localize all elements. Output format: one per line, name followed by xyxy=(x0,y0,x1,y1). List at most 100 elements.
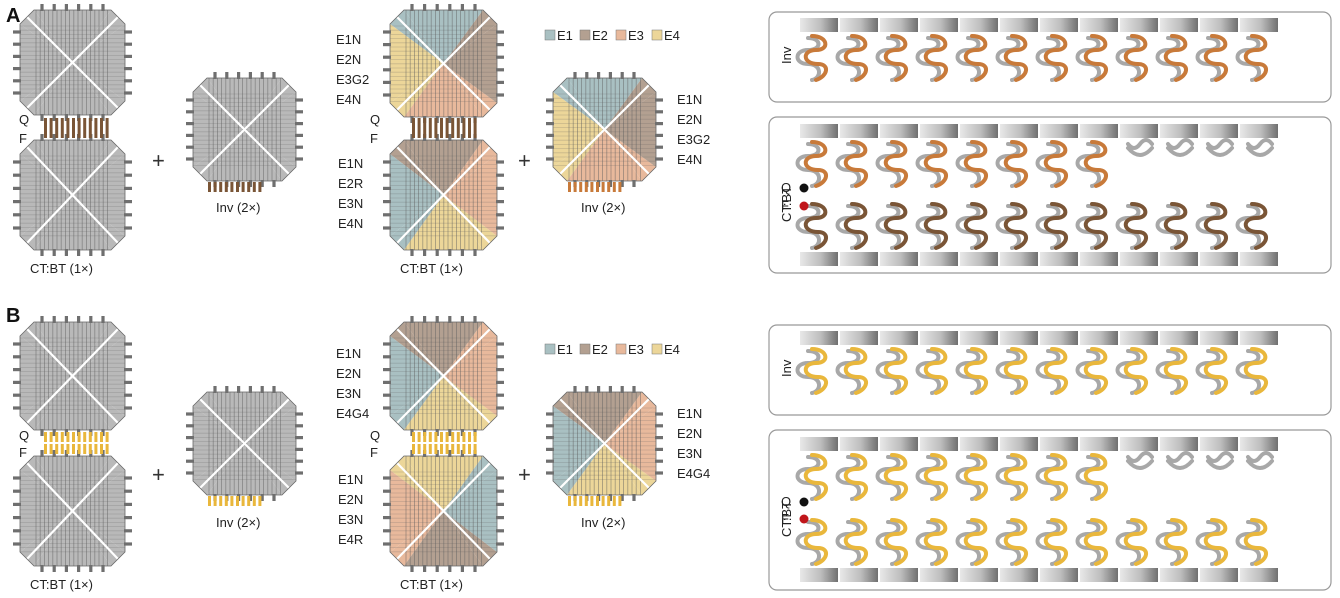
mid-top-names-a: E1N E2N E3G2 E4N xyxy=(336,32,369,107)
q-mid-label-b: Q xyxy=(370,428,380,443)
q-right-label-b: Q xyxy=(781,494,791,509)
quencher-dot-b xyxy=(800,498,809,507)
f-mid-label-a: F xyxy=(370,131,378,146)
name-label: E4G4 xyxy=(336,406,369,421)
inv-names-a: E1N E2N E3G2 E4N xyxy=(677,92,710,167)
tile-mid-bottom-a xyxy=(383,134,504,256)
legend-a: E1 E2 E3 E4 xyxy=(545,28,680,43)
name-label: E4N xyxy=(338,216,363,231)
inv-label-left-b: Inv (2×) xyxy=(216,515,260,530)
inv-staples-left-a xyxy=(208,182,261,192)
inv-label-mid-a: Inv (2×) xyxy=(581,200,625,215)
name-label: E4G4 xyxy=(677,466,710,481)
legend-swatch-e1 xyxy=(545,30,555,40)
q-right-label-a: Q xyxy=(781,180,791,195)
q-mid-label-a: Q xyxy=(370,112,380,127)
plus-sign: + xyxy=(152,148,165,173)
f-label-b: F xyxy=(19,445,27,460)
panel-a: A Q F CT:BT (1×) + Inv (2×) Q F E1N E2N … xyxy=(6,4,1331,276)
plus-sign: + xyxy=(152,462,165,487)
legend-b: E1 E2 E3 E4 xyxy=(545,342,680,357)
panel-letter-a: A xyxy=(6,5,20,27)
tile-left-bottom-b xyxy=(13,450,132,572)
legend-label: E4 xyxy=(664,28,680,43)
legend-label: E2 xyxy=(592,342,608,357)
tile-mid-top-b xyxy=(383,316,504,436)
legend-swatch-e1 xyxy=(545,344,555,354)
staple-row-mid-f-b xyxy=(412,444,477,454)
mid-bottom-names-a: E1N E2R E3N E4N xyxy=(338,156,363,231)
name-label: E3N xyxy=(336,386,361,401)
tile-mid-top-a xyxy=(383,4,504,123)
name-label: E3N xyxy=(338,196,363,211)
inv-staples-mid-a xyxy=(568,182,621,192)
legend-swatch-e3 xyxy=(616,344,626,354)
left-tile-label-b: CT:BT (1×) xyxy=(30,577,93,592)
legend-swatch-e2 xyxy=(580,344,590,354)
name-label: E3G2 xyxy=(677,132,710,147)
staple-row-mid-q-b xyxy=(412,432,477,442)
inv-staples-mid-b xyxy=(568,496,621,506)
legend-label: E1 xyxy=(557,28,573,43)
q-label-b: Q xyxy=(19,428,29,443)
name-label: E2N xyxy=(338,492,363,507)
inv-tile-left-b xyxy=(186,386,303,501)
name-label: E2R xyxy=(338,176,363,191)
f-right-label-b: F xyxy=(781,511,789,526)
f-mid-label-b: F xyxy=(370,445,378,460)
f-label-a: F xyxy=(19,131,27,146)
legend-label: E4 xyxy=(664,342,680,357)
legend-swatch-e2 xyxy=(580,30,590,40)
tile-mid-bottom-b xyxy=(383,450,504,572)
mid-top-names-b: E1N E2N E3N E4G4 xyxy=(336,346,369,421)
tile-left-bottom-a xyxy=(13,134,132,256)
legend-swatch-e4 xyxy=(652,30,662,40)
inv-label-mid-b: Inv (2×) xyxy=(581,515,625,530)
tile-left-top-b xyxy=(13,316,132,436)
inv-tile-left-a xyxy=(186,72,303,187)
legend-swatch-e3 xyxy=(616,30,626,40)
inv-staples-left-b xyxy=(208,496,261,506)
name-label: E3N xyxy=(338,512,363,527)
inv-side-label-b: Inv xyxy=(779,359,794,377)
name-label: E1N xyxy=(336,346,361,361)
staple-row-mid-f-a xyxy=(412,128,477,138)
name-label: E1N xyxy=(338,472,363,487)
name-label: E1N xyxy=(677,92,702,107)
legend-label: E2 xyxy=(592,28,608,43)
inv-names-b: E1N E2N E3N E4G4 xyxy=(677,406,710,481)
name-label: E2N xyxy=(677,112,702,127)
mid-tile-label-b: CT:BT (1×) xyxy=(400,577,463,592)
legend-label: E3 xyxy=(628,28,644,43)
plus-sign: + xyxy=(518,462,531,487)
q-label-a: Q xyxy=(19,112,29,127)
legend-label: E1 xyxy=(557,342,573,357)
fluorophore-dot-b xyxy=(800,515,809,524)
inv-tile-mid-a xyxy=(546,72,663,187)
inv-label-left-a: Inv (2×) xyxy=(216,200,260,215)
name-label: E4R xyxy=(338,532,363,547)
name-label: E1N xyxy=(677,406,702,421)
mid-tile-label-a: CT:BT (1×) xyxy=(400,261,463,276)
fluorophore-dot-a xyxy=(800,202,809,211)
panel-letter-b: B xyxy=(6,305,20,327)
name-label: E3N xyxy=(677,446,702,461)
legend-label: E3 xyxy=(628,342,644,357)
name-label: E3G2 xyxy=(336,72,369,87)
staple-row-mid-q-a xyxy=(412,118,477,128)
left-tile-label-a: CT:BT (1×) xyxy=(30,261,93,276)
name-label: E2N xyxy=(336,52,361,67)
name-label: E1N xyxy=(338,156,363,171)
legend-swatch-e4 xyxy=(652,344,662,354)
name-label: E2N xyxy=(336,366,361,381)
panel-b: B Q F CT:BT (1×) + Inv (2×) Q F E1N E2N … xyxy=(6,305,1331,592)
inv-side-label-a: Inv xyxy=(779,46,794,64)
mid-bottom-names-b: E1N E2N E3N E4R xyxy=(338,472,363,547)
name-label: E4N xyxy=(677,152,702,167)
quencher-dot-a xyxy=(800,184,809,193)
name-label: E1N xyxy=(336,32,361,47)
name-label: E4N xyxy=(336,92,361,107)
f-right-label-a: F xyxy=(781,198,789,213)
name-label: E2N xyxy=(677,426,702,441)
